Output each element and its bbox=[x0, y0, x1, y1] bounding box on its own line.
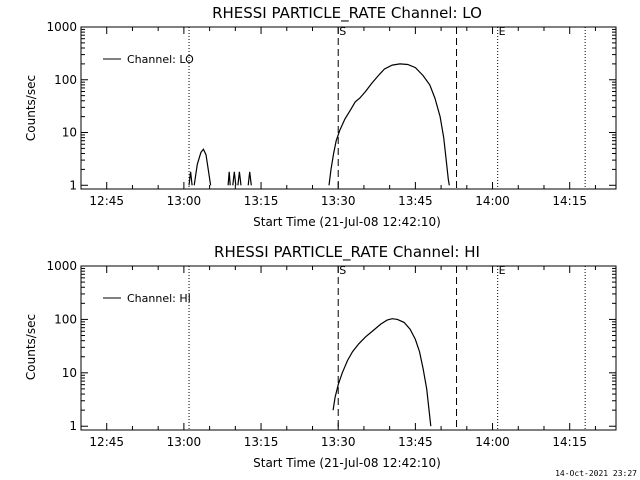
x-tick-label: 13:30 bbox=[321, 435, 356, 449]
y-tick-label: 1000 bbox=[46, 20, 77, 34]
x-tick-label: 12:45 bbox=[89, 435, 124, 449]
x-tick-label: 13:00 bbox=[167, 435, 202, 449]
plot-area: 1 10 100 1000 12:45 13:00 13:15 13:30 13:45 14:00… bbox=[46, 20, 617, 208]
legend: Channel: LO bbox=[103, 53, 194, 66]
series-line bbox=[193, 148, 212, 186]
series-line bbox=[227, 171, 231, 186]
y-tick-label: 10 bbox=[62, 126, 77, 140]
y-tick-label: 100 bbox=[54, 312, 77, 326]
series-line bbox=[332, 318, 432, 427]
plot-frame bbox=[80, 265, 617, 431]
y-tick-label: 1 bbox=[69, 178, 77, 192]
marker-label: E bbox=[499, 25, 506, 38]
chart-panel-lo: RHESSI PARTICLE_RATE Channel: LO Start T… bbox=[24, 4, 617, 229]
x-tick-label: 14:15 bbox=[552, 194, 587, 208]
legend-label: Channel: HI bbox=[127, 292, 191, 305]
marker-label: S bbox=[339, 25, 346, 38]
x-tick-label: 13:15 bbox=[244, 194, 279, 208]
legend-label: Channel: LO bbox=[127, 53, 194, 66]
chart-panel-hi: RHESSI PARTICLE_RATE Channel: HI Start T… bbox=[24, 243, 617, 470]
x-tick-label: 14:15 bbox=[552, 435, 587, 449]
y-tick-label: 1000 bbox=[46, 259, 77, 273]
x-tick-label: 14:00 bbox=[475, 194, 510, 208]
x-tick-label: 13:00 bbox=[167, 194, 202, 208]
legend: Channel: HI bbox=[103, 292, 191, 305]
marker-label: E bbox=[499, 264, 506, 277]
x-tick-label: 13:30 bbox=[321, 194, 356, 208]
x-tick-label: 13:45 bbox=[398, 435, 433, 449]
y-tick-label: 100 bbox=[54, 73, 77, 87]
series-line bbox=[328, 63, 450, 186]
chart-title: RHESSI PARTICLE_RATE Channel: HI bbox=[214, 243, 480, 262]
x-tick-label: 14:00 bbox=[475, 435, 510, 449]
chart-title: RHESSI PARTICLE_RATE Channel: LO bbox=[212, 4, 482, 23]
x-axis-label: Start Time (21-Jul-08 12:42:10) bbox=[253, 456, 441, 470]
plot-area: 1 10 100 1000 12:45 13:00 13:15 13:30 13:45 14:00… bbox=[46, 259, 617, 449]
x-tick-label: 13:15 bbox=[244, 435, 279, 449]
series-line bbox=[232, 171, 237, 186]
y-tick-label: 10 bbox=[62, 366, 77, 380]
y-axis-label: Counts/sec bbox=[24, 314, 38, 380]
y-axis-label: Counts/sec bbox=[24, 75, 38, 141]
series-line bbox=[188, 171, 193, 186]
footer-timestamp: 14-Oct-2021 23:27 bbox=[555, 469, 637, 478]
x-axis-label: Start Time (21-Jul-08 12:42:10) bbox=[253, 215, 441, 229]
series-line bbox=[247, 171, 252, 186]
x-tick-label: 12:45 bbox=[89, 194, 124, 208]
plot-frame bbox=[80, 26, 617, 190]
y-tick-label: 1 bbox=[69, 419, 77, 433]
series-line bbox=[237, 171, 242, 186]
x-tick-label: 13:45 bbox=[398, 194, 433, 208]
marker-label: S bbox=[339, 264, 346, 277]
